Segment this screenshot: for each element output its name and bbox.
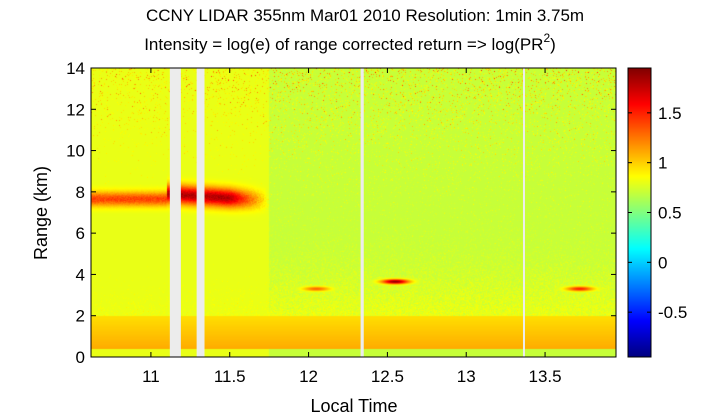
- y-tick-label: 14: [66, 59, 85, 78]
- x-tick-label: 11: [142, 367, 160, 386]
- colorbar-image: [628, 68, 651, 357]
- y-tick-label: 12: [66, 100, 85, 119]
- x-tick-label: 11.5: [214, 367, 246, 386]
- data-gap-1: [196, 68, 205, 357]
- colorbar-tick-label: 1.5: [658, 104, 682, 123]
- colorbar-tick-label: 0.5: [658, 204, 682, 223]
- y-axis: 0 2 4 6 8 10 12 14: [66, 59, 616, 367]
- subtitle-suffix: ): [550, 35, 556, 54]
- x-axis-label: Local Time: [310, 396, 397, 416]
- x-axis: 11 11.5 12 12.5 13 13.5: [142, 68, 562, 386]
- plot-frame: [90, 67, 617, 358]
- subtitle-superscript: 2: [543, 31, 550, 45]
- colorbar-axis: -0.5 0 0.5 1 1.5: [628, 104, 687, 322]
- y-tick-label: 6: [76, 224, 85, 243]
- data-gaps: [169, 68, 525, 357]
- colorbar-tick-label: -0.5: [658, 303, 687, 322]
- colorbar: -0.5 0 0.5 1 1.5: [627, 67, 687, 358]
- y-axis-label: Range (km): [31, 166, 51, 260]
- heatmap-image: [91, 68, 616, 357]
- chart-subtitle: Intensity = log(e) of range corrected re…: [144, 31, 556, 54]
- x-tick-label: 13: [457, 367, 476, 386]
- subtitle-text: Intensity = log(e) of range corrected re…: [144, 35, 543, 54]
- y-tick-label: 0: [76, 348, 85, 367]
- data-gap-3: [522, 68, 525, 357]
- y-tick-label: 8: [76, 183, 85, 202]
- data-gap-2: [360, 68, 364, 357]
- y-tick-label: 10: [66, 142, 85, 161]
- x-tick-label: 12: [299, 367, 318, 386]
- y-tick-label: 4: [76, 265, 85, 284]
- y-tick-label: 2: [76, 307, 85, 326]
- plot-area: 11 11.5 12 12.5 13 13.5 0 2 4 6 8 10 12 14: [66, 59, 617, 386]
- colorbar-tick-label: 1: [658, 154, 667, 173]
- data-gap-0: [169, 68, 181, 357]
- x-tick-label: 12.5: [371, 367, 404, 386]
- colorbar-tick-label: 0: [658, 253, 667, 272]
- x-tick-label: 13.5: [529, 367, 562, 386]
- chart-title: CCNY LIDAR 355nm Mar01 2010 Resolution: …: [146, 6, 584, 25]
